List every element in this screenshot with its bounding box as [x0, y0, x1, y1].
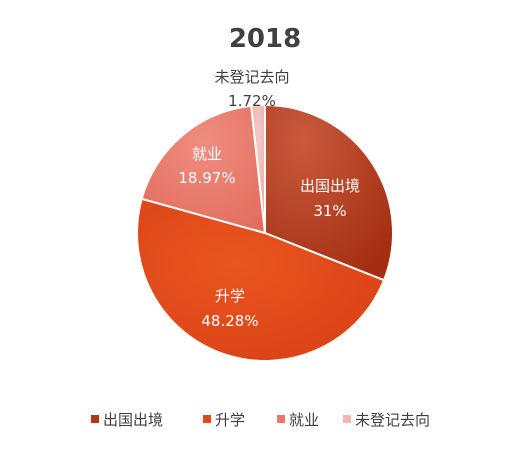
chart-title: 2018: [229, 24, 301, 54]
legend: 出国出境 升学 就业 未登记去向: [91, 411, 430, 429]
pie-slices: [136, 103, 394, 362]
legend-swatch: [91, 415, 99, 423]
slice-value-label: 48.28%: [201, 312, 258, 330]
slice-value-label: 18.97%: [178, 169, 235, 187]
slice-category-label: 未登记去向: [214, 68, 289, 86]
legend-item: 就业: [277, 411, 319, 429]
legend-item: 未登记去向: [343, 411, 430, 429]
slice-weidengji: [250, 103, 266, 234]
slice-value-label: 31%: [313, 202, 346, 220]
legend-item: 出国出境: [91, 411, 163, 429]
legend-label: 升学: [215, 411, 245, 429]
legend-label: 就业: [289, 411, 319, 429]
slice-category-label: 就业: [192, 145, 222, 163]
slice-chuguo: [264, 103, 394, 282]
slice-labels: 出国出境 31% 升学 48.28% 就业 18.97% 未登记去向 1.72%: [178, 68, 360, 330]
slice-jiuye: [140, 104, 267, 235]
legend-label: 未登记去向: [355, 411, 430, 429]
legend-swatch: [203, 415, 211, 423]
legend-label: 出国出境: [103, 411, 163, 429]
legend-item: 升学: [203, 411, 245, 429]
slice-shengxue: [136, 197, 386, 362]
slice-category-label: 出国出境: [300, 177, 360, 195]
legend-swatch: [277, 415, 285, 423]
legend-swatch: [343, 415, 351, 423]
slice-category-label: 升学: [215, 287, 245, 305]
slice-value-label: 1.72%: [228, 92, 276, 110]
